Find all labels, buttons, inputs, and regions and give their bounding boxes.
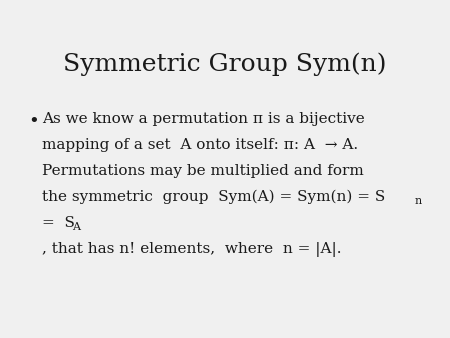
Text: As we know a permutation π is a bijective: As we know a permutation π is a bijectiv…	[42, 112, 365, 126]
Text: n: n	[415, 196, 422, 206]
Text: Permutations may be multiplied and form: Permutations may be multiplied and form	[42, 164, 364, 178]
Text: , that has n! elements,  where  n = |A|.: , that has n! elements, where n = |A|.	[42, 242, 342, 257]
Text: A: A	[72, 222, 80, 232]
Text: •: •	[28, 112, 39, 130]
Text: Symmetric Group Sym(n): Symmetric Group Sym(n)	[63, 52, 387, 75]
Text: =  S: = S	[42, 216, 75, 230]
Text: mapping of a set  A onto itself: π: A  → A.: mapping of a set A onto itself: π: A → A…	[42, 138, 358, 152]
Text: the symmetric  group  Sym(A) = Sym(n) = S: the symmetric group Sym(A) = Sym(n) = S	[42, 190, 385, 204]
